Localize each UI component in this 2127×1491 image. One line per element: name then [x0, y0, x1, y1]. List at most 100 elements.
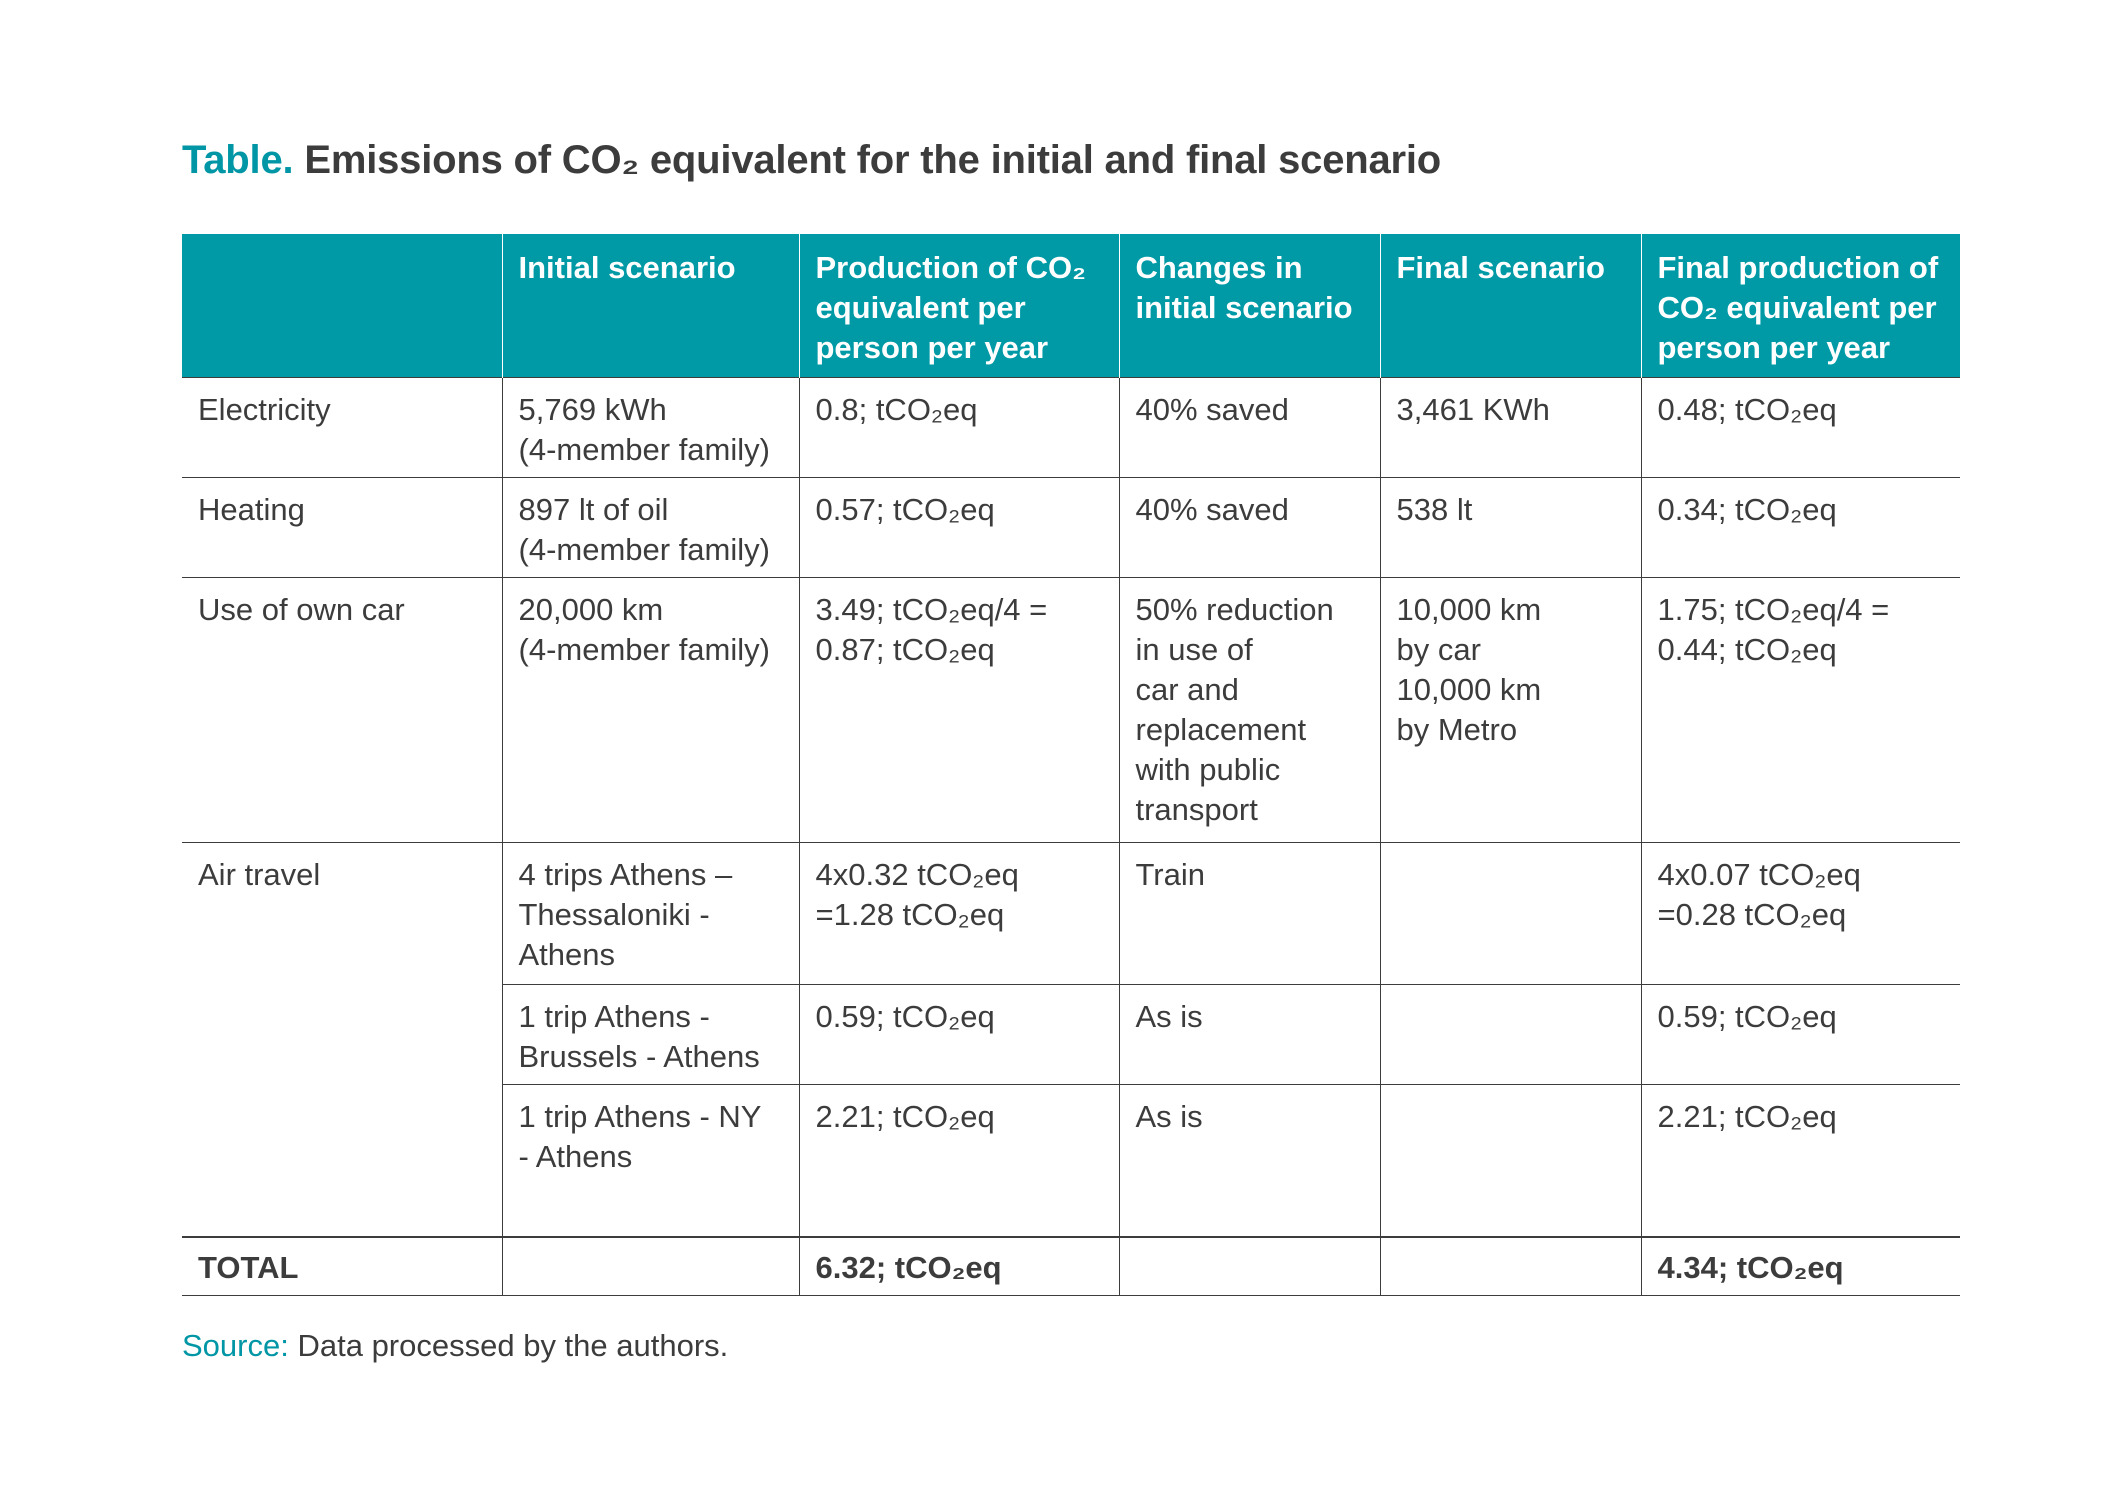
table-title-lead: Table.	[182, 138, 294, 182]
cell-line: 897 lt of oil	[518, 491, 669, 527]
cell-line: 538 lt	[1396, 491, 1473, 527]
table-row: Use of own car 20,000 km (4-member family)…	[182, 576, 1960, 842]
table-cell-changes: 50% reduction in use of car and replacement…	[1118, 576, 1380, 842]
table-cell-final: 538 lt	[1379, 476, 1641, 577]
table-title-text: Emissions of CO₂ equivalent for the init…	[304, 138, 1442, 182]
table-cell-production: 0.8; tCO₂eq	[798, 376, 1119, 477]
table-cell-initial: 4 trips Athens – Thessaloniki - Athens	[501, 841, 799, 984]
cell-line: 10,000 km	[1396, 591, 1542, 627]
total-production: 6.32; tCO₂eq	[798, 1236, 1119, 1296]
table-cell-production: 4x0.32 tCO₂eq =1.28 tCO₂eq	[798, 841, 1119, 984]
table-cell-final-production: 0.59; tCO₂eq	[1640, 983, 1960, 1084]
cell-line: 20,000 km	[518, 591, 664, 627]
cell-line: 0.59; tCO₂eq	[815, 998, 995, 1034]
header-final-production: Final production of CO₂ equivalent per p…	[1640, 234, 1960, 377]
table-cell-category	[182, 984, 502, 1084]
cell-line: 1 trip Athens - NY	[518, 1098, 762, 1134]
cell-line: =1.28 tCO₂eq	[815, 896, 1005, 932]
header-empty	[182, 234, 502, 377]
cell-line: 4x0.32 tCO₂eq	[815, 856, 1019, 892]
table-row: 1 trip Athens - NY - Athens 2.21; tCO₂eq As…	[182, 1083, 1960, 1237]
cell-line: 0.87; tCO₂eq	[815, 631, 995, 667]
cell-line: in use of	[1135, 631, 1253, 667]
cell-line: 0.57; tCO₂eq	[815, 491, 995, 527]
source-text: Data processed by the authors.	[297, 1328, 729, 1363]
total-label: TOTAL	[182, 1236, 502, 1296]
table-cell-initial: 20,000 km (4-member family)	[501, 576, 799, 842]
table-cell-production: 0.59; tCO₂eq	[798, 983, 1119, 1084]
table-cell-final	[1379, 1083, 1641, 1237]
table-cell-final-production: 1.75; tCO₂eq/4 = 0.44; tCO₂eq	[1640, 576, 1960, 842]
cell-line: As is	[1135, 1098, 1203, 1134]
table-cell-final	[1379, 841, 1641, 984]
cell-line: by Metro	[1396, 711, 1518, 747]
table-cell-production: 3.49; tCO₂eq/4 = 0.87; tCO₂eq	[798, 576, 1119, 842]
cell-line: Train	[1135, 856, 1205, 892]
table-cell-final: 10,000 km by car 10,000 km by Metro	[1379, 576, 1641, 842]
cell-line: (4-member family)	[518, 631, 770, 667]
table-cell-final-production: 0.34; tCO₂eq	[1640, 476, 1960, 577]
cell-line: 0.8; tCO₂eq	[815, 391, 978, 427]
total-empty-cell	[1379, 1236, 1641, 1296]
cell-line: =0.28 tCO₂eq	[1657, 896, 1847, 932]
cell-line: replacement	[1135, 711, 1307, 747]
table-cell-changes: As is	[1118, 1083, 1380, 1237]
cell-line: - Athens	[518, 1138, 633, 1174]
cell-line: 50% reduction	[1135, 591, 1334, 627]
cell-line: 5,769 kWh	[518, 391, 667, 427]
table-cell-initial: 5,769 kWh (4-member family)	[501, 376, 799, 477]
table-cell-initial: 1 trip Athens - Brussels - Athens	[501, 983, 799, 1084]
header-production: Production of CO₂ equivalent per person …	[798, 234, 1119, 377]
table-cell-production: 2.21; tCO₂eq	[798, 1083, 1119, 1237]
table-cell-final	[1379, 983, 1641, 1084]
header-initial-scenario: Initial scenario	[501, 234, 799, 377]
table-cell-initial: 897 lt of oil (4-member family)	[501, 476, 799, 577]
table-cell-final-production: 4x0.07 tCO₂eq =0.28 tCO₂eq	[1640, 841, 1960, 984]
table-row: Electricity 5,769 kWh (4-member family) 0.8…	[182, 376, 1960, 477]
cell-line: 1 trip Athens -	[518, 998, 710, 1034]
cell-line: Thessaloniki -	[518, 896, 710, 932]
cell-line: 3,461 KWh	[1396, 391, 1550, 427]
table-cell-category: Use of own car	[182, 576, 502, 842]
source-lead: Source:	[182, 1328, 289, 1363]
table-cell-final-production: 0.48; tCO₂eq	[1640, 376, 1960, 477]
table-row: 1 trip Athens - Brussels - Athens 0.59; tC…	[182, 983, 1960, 1084]
table-cell-category: Air travel	[182, 841, 502, 984]
cell-line: (4-member family)	[518, 531, 770, 567]
cell-line: 0.34; tCO₂eq	[1657, 491, 1837, 527]
cell-line: 2.21; tCO₂eq	[815, 1098, 995, 1134]
cell-line: 3.49; tCO₂eq/4 =	[815, 591, 1048, 627]
emissions-table: Initial scenario Production of CO₂ equiv…	[182, 234, 1960, 1296]
cell-line: 40% saved	[1135, 491, 1289, 527]
table-cell-final: 3,461 KWh	[1379, 376, 1641, 477]
table-title: Table. Emissions of CO₂ equivalent for t…	[182, 138, 1441, 183]
cell-line: Athens	[518, 936, 616, 972]
cell-line: 4x0.07 tCO₂eq	[1657, 856, 1861, 892]
total-empty-cell	[501, 1236, 799, 1296]
total-row: TOTAL 6.32; tCO₂eq 4.34; tCO₂eq	[182, 1236, 1960, 1296]
source-note: Source: Data processed by the authors.	[182, 1328, 728, 1364]
total-final-production: 4.34; tCO₂eq	[1640, 1236, 1960, 1296]
table-header-row: Initial scenario Production of CO₂ equiv…	[182, 234, 1960, 377]
cell-line: As is	[1135, 998, 1203, 1034]
cell-line: 2.21; tCO₂eq	[1657, 1098, 1837, 1134]
table-cell-category	[182, 1084, 502, 1237]
table-row: Air travel 4 trips Athens – Thessaloniki -…	[182, 841, 1960, 984]
table-cell-final-production: 2.21; tCO₂eq	[1640, 1083, 1960, 1237]
cell-line: 0.44; tCO₂eq	[1657, 631, 1837, 667]
cell-line: 1.75; tCO₂eq/4 =	[1657, 591, 1890, 627]
cell-line: transport	[1135, 791, 1258, 827]
total-empty-cell	[1118, 1236, 1380, 1296]
cell-line: (4-member family)	[518, 431, 770, 467]
table-cell-production: 0.57; tCO₂eq	[798, 476, 1119, 577]
table-cell-initial: 1 trip Athens - NY - Athens	[501, 1083, 799, 1237]
table-cell-changes: 40% saved	[1118, 476, 1380, 577]
header-changes: Changes in initial scenario	[1118, 234, 1380, 377]
cell-line: 40% saved	[1135, 391, 1289, 427]
header-final-scenario: Final scenario	[1379, 234, 1641, 377]
table-cell-changes: 40% saved	[1118, 376, 1380, 477]
table-cell-changes: As is	[1118, 983, 1380, 1084]
cell-line: 4 trips Athens –	[518, 856, 733, 892]
cell-line: by car	[1396, 631, 1481, 667]
table-row: Heating 897 lt of oil (4-member family) 0.5…	[182, 476, 1960, 577]
